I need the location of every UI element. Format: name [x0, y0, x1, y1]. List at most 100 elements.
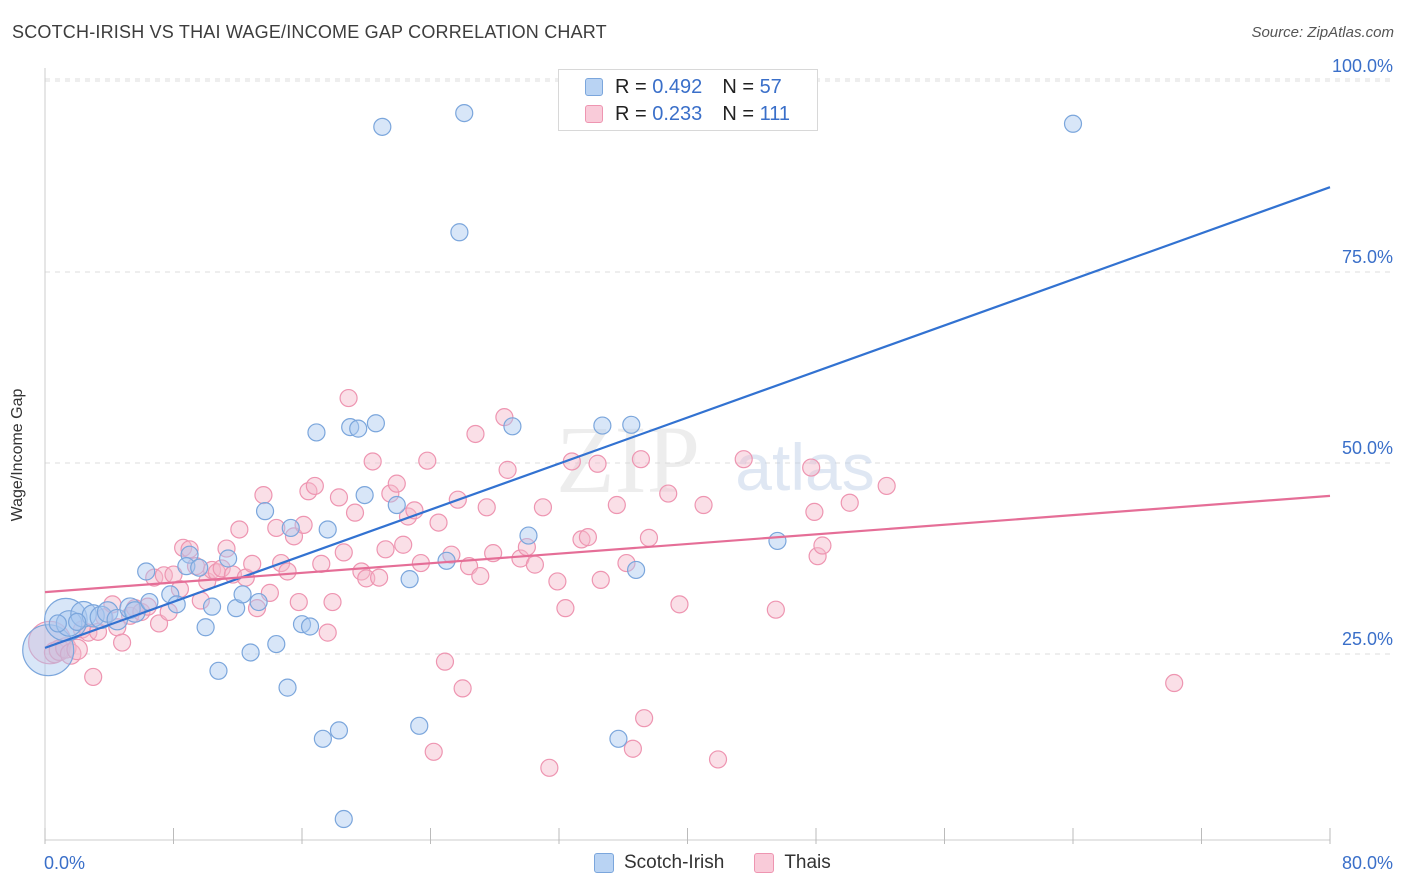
scotch-irish-point: [519, 526, 538, 545]
scotch-irish-point: [622, 415, 641, 434]
scotch-irish-point: [300, 617, 320, 636]
scotch-irish-point: [455, 103, 474, 123]
scotch-irish-point: [202, 597, 222, 616]
scotch-irish-point: [593, 416, 612, 435]
thais-point: [635, 709, 654, 728]
thais-point: [548, 572, 567, 591]
scotch-irish-point: [249, 592, 268, 612]
scotch-irish-point: [1063, 114, 1083, 133]
thais-point: [591, 570, 610, 589]
thais-point: [305, 476, 324, 496]
bottom-legend-swatch-pink: [754, 853, 775, 873]
bottom-legend: Scotch-Irish Thais: [594, 852, 861, 874]
thais-point: [840, 493, 859, 512]
thais-point: [212, 559, 231, 578]
scotch-irish-point: [626, 560, 646, 580]
thais-point: [370, 568, 389, 587]
legend-n-value: 111: [759, 102, 790, 125]
scotch-irish-point: [196, 618, 215, 637]
legend-swatch-pink: [585, 105, 603, 123]
scotch-irish-point: [281, 518, 300, 538]
thais-point: [556, 599, 575, 618]
x-tick-label: 0.0%: [44, 853, 85, 873]
scotch-irish-point: [307, 423, 326, 442]
thais-point: [418, 451, 437, 470]
thais-point: [254, 485, 273, 505]
thais-point: [429, 513, 448, 532]
thais-point: [877, 476, 896, 496]
thais-point: [466, 424, 485, 444]
thais-point: [498, 460, 517, 479]
thais-point: [766, 600, 785, 619]
thais-point: [278, 562, 297, 581]
thais-point: [670, 595, 689, 614]
thais-point: [381, 484, 400, 503]
scotch-irish-point: [329, 721, 349, 740]
scotch-irish-point: [233, 585, 252, 604]
thais-point: [802, 458, 821, 477]
thais-point: [267, 518, 286, 538]
bottom-legend-swatch-blue: [594, 853, 614, 873]
scotch-irish-point: [241, 643, 260, 662]
scotch-irish-point: [267, 634, 286, 654]
scotch-irish-point: [450, 223, 469, 242]
scotch-irish-point: [48, 614, 67, 633]
scotch-irish-point: [318, 520, 337, 539]
scotch-irish-point: [255, 502, 275, 521]
legend-r-value: 0.233: [652, 102, 703, 125]
thais-point: [363, 452, 382, 471]
watermark-atlas: atlas: [735, 430, 874, 504]
y-tick-label: 100.0%: [1332, 56, 1393, 76]
thais-point: [442, 545, 461, 564]
thais-point: [329, 488, 349, 507]
scotch-irish-point: [68, 612, 87, 632]
thais-point: [230, 520, 249, 539]
thais-point: [477, 498, 496, 517]
thais-point: [808, 547, 827, 566]
thais-point: [708, 750, 728, 769]
scotch-irish-point: [373, 117, 392, 136]
legend-r-label: R =: [615, 102, 647, 125]
bottom-legend-thais: Thais: [754, 852, 831, 874]
y-tick-label: 50.0%: [1342, 438, 1393, 458]
thais-point: [1165, 673, 1184, 693]
thais-point: [631, 450, 651, 469]
thais-point: [623, 739, 642, 758]
thais-point: [289, 592, 308, 612]
tick-labels: 25.0% 50.0% 75.0% 100.0% 0.0% 80.0%: [44, 56, 1393, 873]
thais-trend-line: [44, 494, 1331, 594]
thais-point: [339, 388, 358, 408]
scotch-irish-point: [209, 661, 228, 680]
scotch-irish-point: [190, 558, 209, 577]
scotch-irish-point: [400, 570, 419, 589]
scotch-irish-point: [768, 531, 787, 551]
scotch-irish-point: [503, 417, 522, 436]
thais-point: [387, 474, 406, 493]
scotch-irish-point: [180, 545, 199, 564]
thais-point: [357, 569, 376, 588]
thais-point: [471, 566, 490, 586]
thais-point: [578, 528, 598, 547]
scotch-irish-point: [334, 809, 353, 829]
scotch-irish-point: [313, 729, 332, 748]
thais-point: [435, 652, 455, 671]
bottom-legend-label: Scotch-Irish: [624, 852, 725, 873]
thais-point: [617, 553, 636, 573]
legend: R = 0.492 N = 57 R = 0.233 N = 111: [558, 69, 818, 131]
legend-r-label: R =: [615, 75, 647, 98]
thais-point: [694, 495, 713, 515]
scotch-irish-point: [219, 549, 238, 568]
legend-row-scotch-irish: R = 0.492 N = 57: [585, 74, 782, 100]
scotch-irish-point: [355, 485, 374, 505]
bottom-legend-scotch-irish: Scotch-Irish: [594, 852, 724, 874]
thais-point: [174, 538, 193, 557]
thais-point: [243, 554, 262, 573]
thais-point: [345, 503, 365, 522]
scotch-irish-point: [410, 716, 429, 735]
thais-point: [84, 667, 103, 687]
thais-point: [607, 495, 626, 515]
thais-point: [394, 535, 413, 554]
thais-point: [112, 633, 132, 652]
scotch-irish-point: [349, 419, 368, 438]
